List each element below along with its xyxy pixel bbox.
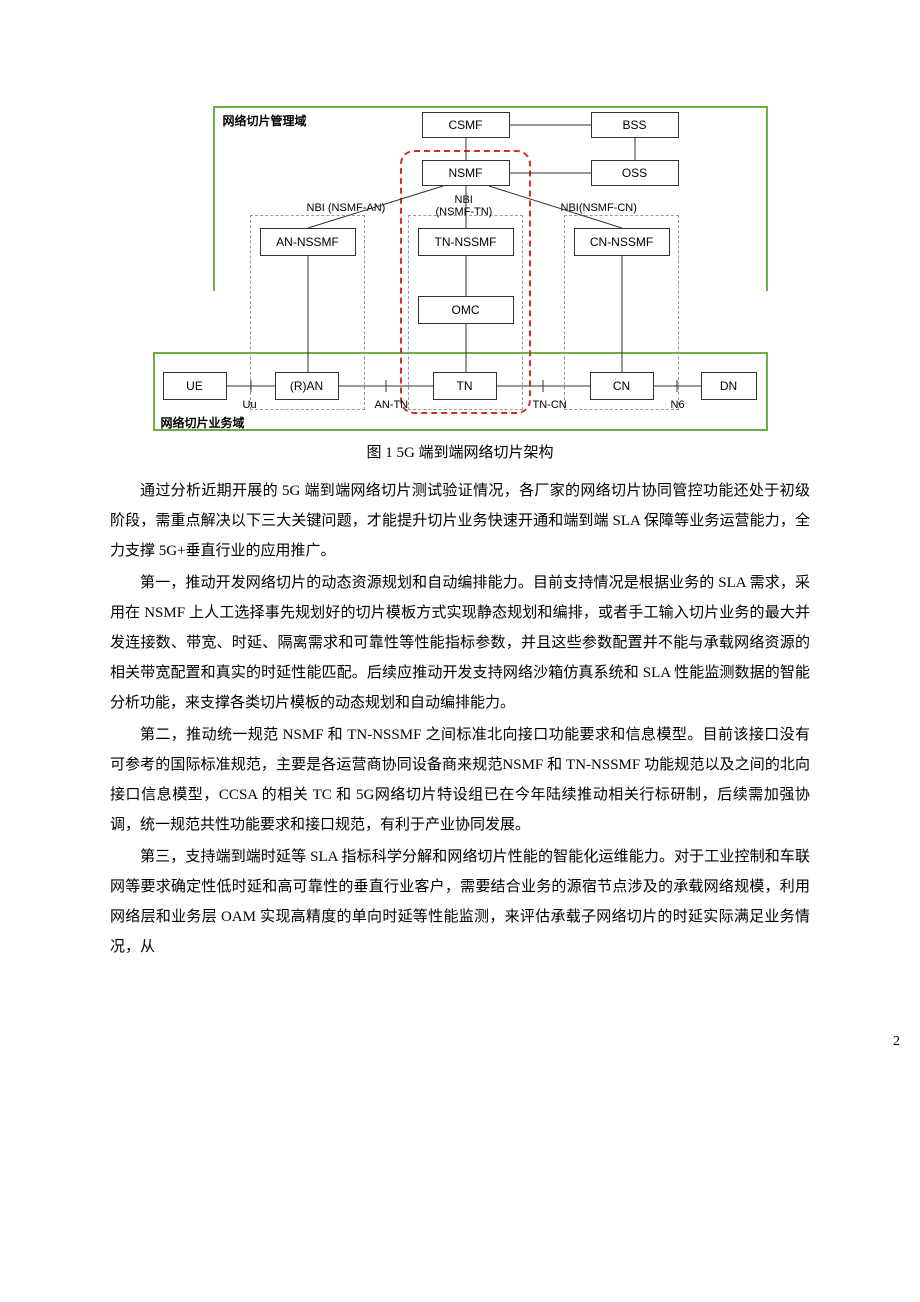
- ue-box: UE: [163, 372, 227, 400]
- mgmt-domain-label: 网络切片管理域: [223, 112, 307, 129]
- svc-domain-label: 网络切片业务域: [161, 414, 245, 431]
- paragraph-2: 第一，推动开发网络切片的动态资源规划和自动编排能力。目前支持情况是根据业务的 S…: [110, 568, 810, 718]
- slice-architecture-diagram: 网络切片管理域 网络切片业务域 CSMF BSS NSMF OSS NBI (N…: [153, 100, 768, 431]
- nsmf-box: NSMF: [422, 160, 510, 186]
- paragraph-1: 通过分析近期开展的 5G 端到端网络切片测试验证情况，各厂家的网络切片协同管控功…: [110, 476, 810, 566]
- uu-label: Uu: [243, 399, 257, 411]
- nbi-an-label: NBI (NSMF-AN): [307, 202, 386, 214]
- n6-label: N6: [671, 399, 685, 411]
- csmf-box: CSMF: [422, 112, 510, 138]
- ran-box: (R)AN: [275, 372, 339, 400]
- tn-cn-label: TN-CN: [533, 399, 567, 411]
- oss-box: OSS: [591, 160, 679, 186]
- cn-nssmf-box: CN-NSSMF: [574, 228, 670, 256]
- page: 网络切片管理域 网络切片业务域 CSMF BSS NSMF OSS NBI (N…: [0, 0, 920, 1024]
- paragraph-3: 第二，推动统一规范 NSMF 和 TN-NSSMF 之间标准北向接口功能要求和信…: [110, 720, 810, 840]
- figure-caption: 图 1 5G 端到端网络切片架构: [110, 441, 810, 462]
- tn-box: TN: [433, 372, 497, 400]
- bss-box: BSS: [591, 112, 679, 138]
- an-tn-label: AN-TN: [375, 399, 409, 411]
- paragraph-4: 第三，支持端到端时延等 SLA 指标科学分解和网络切片性能的智能化运维能力。对于…: [110, 842, 810, 962]
- cn-box: CN: [590, 372, 654, 400]
- omc-box: OMC: [418, 296, 514, 324]
- nbi-tn-label2: (NSMF-TN): [436, 206, 493, 218]
- page-number: 2: [893, 1034, 900, 1050]
- tn-nssmf-box: TN-NSSMF: [418, 228, 514, 256]
- nbi-tn-label: NBI: [455, 194, 473, 206]
- dn-box: DN: [701, 372, 757, 400]
- nbi-cn-label: NBI(NSMF-CN): [561, 202, 637, 214]
- an-nssmf-box: AN-NSSMF: [260, 228, 356, 256]
